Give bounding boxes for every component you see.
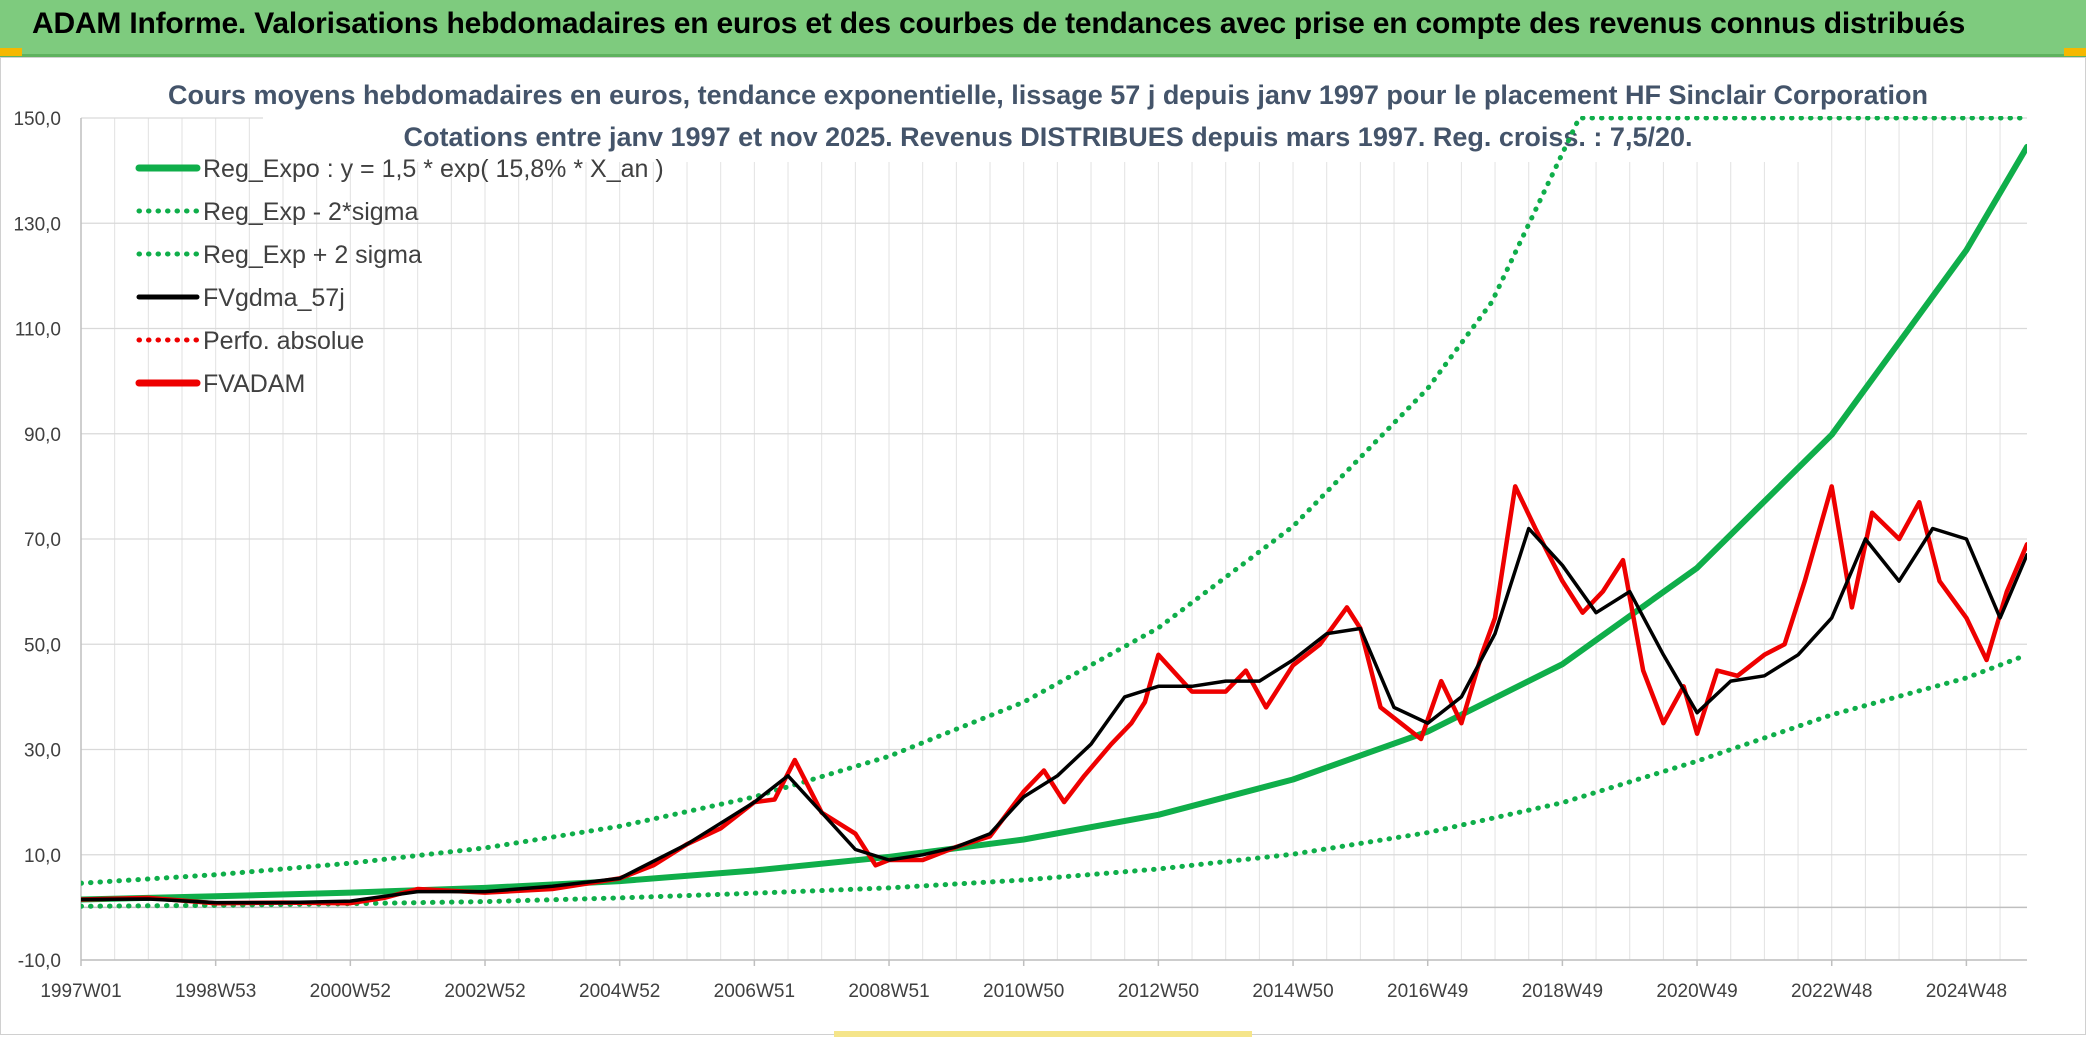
legend-label: Perfo. absolue xyxy=(203,327,364,355)
chart-title-line2: Cotations entre janv 1997 et nov 2025. R… xyxy=(403,122,1692,152)
chart-title-line1: Cours moyens hebdomadaires en euros, ten… xyxy=(168,80,1928,110)
legend-label: Reg_Exp + 2 sigma xyxy=(203,241,422,269)
y-tick-label: -10,0 xyxy=(18,951,61,972)
x-tick-label: 2012W50 xyxy=(1118,981,1199,1002)
x-tick-label: 2024W48 xyxy=(1926,981,2007,1002)
x-tick-label: 2020W49 xyxy=(1656,981,1737,1002)
y-tick-label: 70,0 xyxy=(24,530,61,551)
header-corner-right xyxy=(2064,48,2086,56)
x-tick-label: 2000W52 xyxy=(310,981,391,1002)
y-tick-label: 90,0 xyxy=(24,425,61,446)
x-tick-label: 2006W51 xyxy=(714,981,795,1002)
series-line-reg-exp-2-sigma xyxy=(81,116,2027,886)
series-line-fvgdma-57j xyxy=(81,526,2027,905)
x-tick-label: 1997W01 xyxy=(40,981,121,1002)
series-group xyxy=(81,116,2027,909)
page-title: ADAM Informe. Valorisations hebdomadaire… xyxy=(32,7,1966,40)
series-line-fvadam xyxy=(81,484,2027,906)
x-tick-label: 2008W51 xyxy=(848,981,929,1002)
x-tick-label: 2016W49 xyxy=(1387,981,1468,1002)
x-tick-label: 2022W48 xyxy=(1791,981,1872,1002)
series-line-reg-exp-2-sigma xyxy=(81,652,2027,909)
chart-area: -10,0 10,0 30,0 50,0 70,0 90,0 110,0 130,0 150,0… xyxy=(0,57,2086,1035)
legend-label: FVgdma_57j xyxy=(203,284,345,312)
header-bar: ADAM Informe. Valorisations hebdomadaire… xyxy=(0,0,2086,57)
x-tick-label: 2010W50 xyxy=(983,981,1064,1002)
chart-svg: -10,0 10,0 30,0 50,0 70,0 90,0 110,0 130,0 150,0… xyxy=(13,62,2027,1002)
header-corner-left xyxy=(0,48,22,56)
x-tick-label: 2018W49 xyxy=(1522,981,1603,1002)
y-tick-label: 110,0 xyxy=(15,320,61,341)
x-tick-label: 1998W53 xyxy=(175,981,256,1002)
legend-label: Reg_Expo : y = 1,5 * exp( 15,8% * X_an ) xyxy=(203,155,664,183)
x-tick-label: 2014W50 xyxy=(1252,981,1333,1002)
legend-label: FVADAM xyxy=(203,370,305,398)
x-tick-label: 2004W52 xyxy=(579,981,660,1002)
y-tick-label: 150,0 xyxy=(13,109,61,130)
chart-title-bg xyxy=(263,62,1803,162)
y-tick-label: 50,0 xyxy=(24,635,61,656)
bottom-accent-bar xyxy=(834,1031,1252,1037)
y-tick-label: 130,0 xyxy=(13,214,61,235)
x-tick-label: 2002W52 xyxy=(444,981,525,1002)
y-tick-label: 10,0 xyxy=(24,846,61,867)
legend-label: Reg_Exp - 2*sigma xyxy=(203,198,418,226)
y-tick-label: 30,0 xyxy=(24,741,61,762)
